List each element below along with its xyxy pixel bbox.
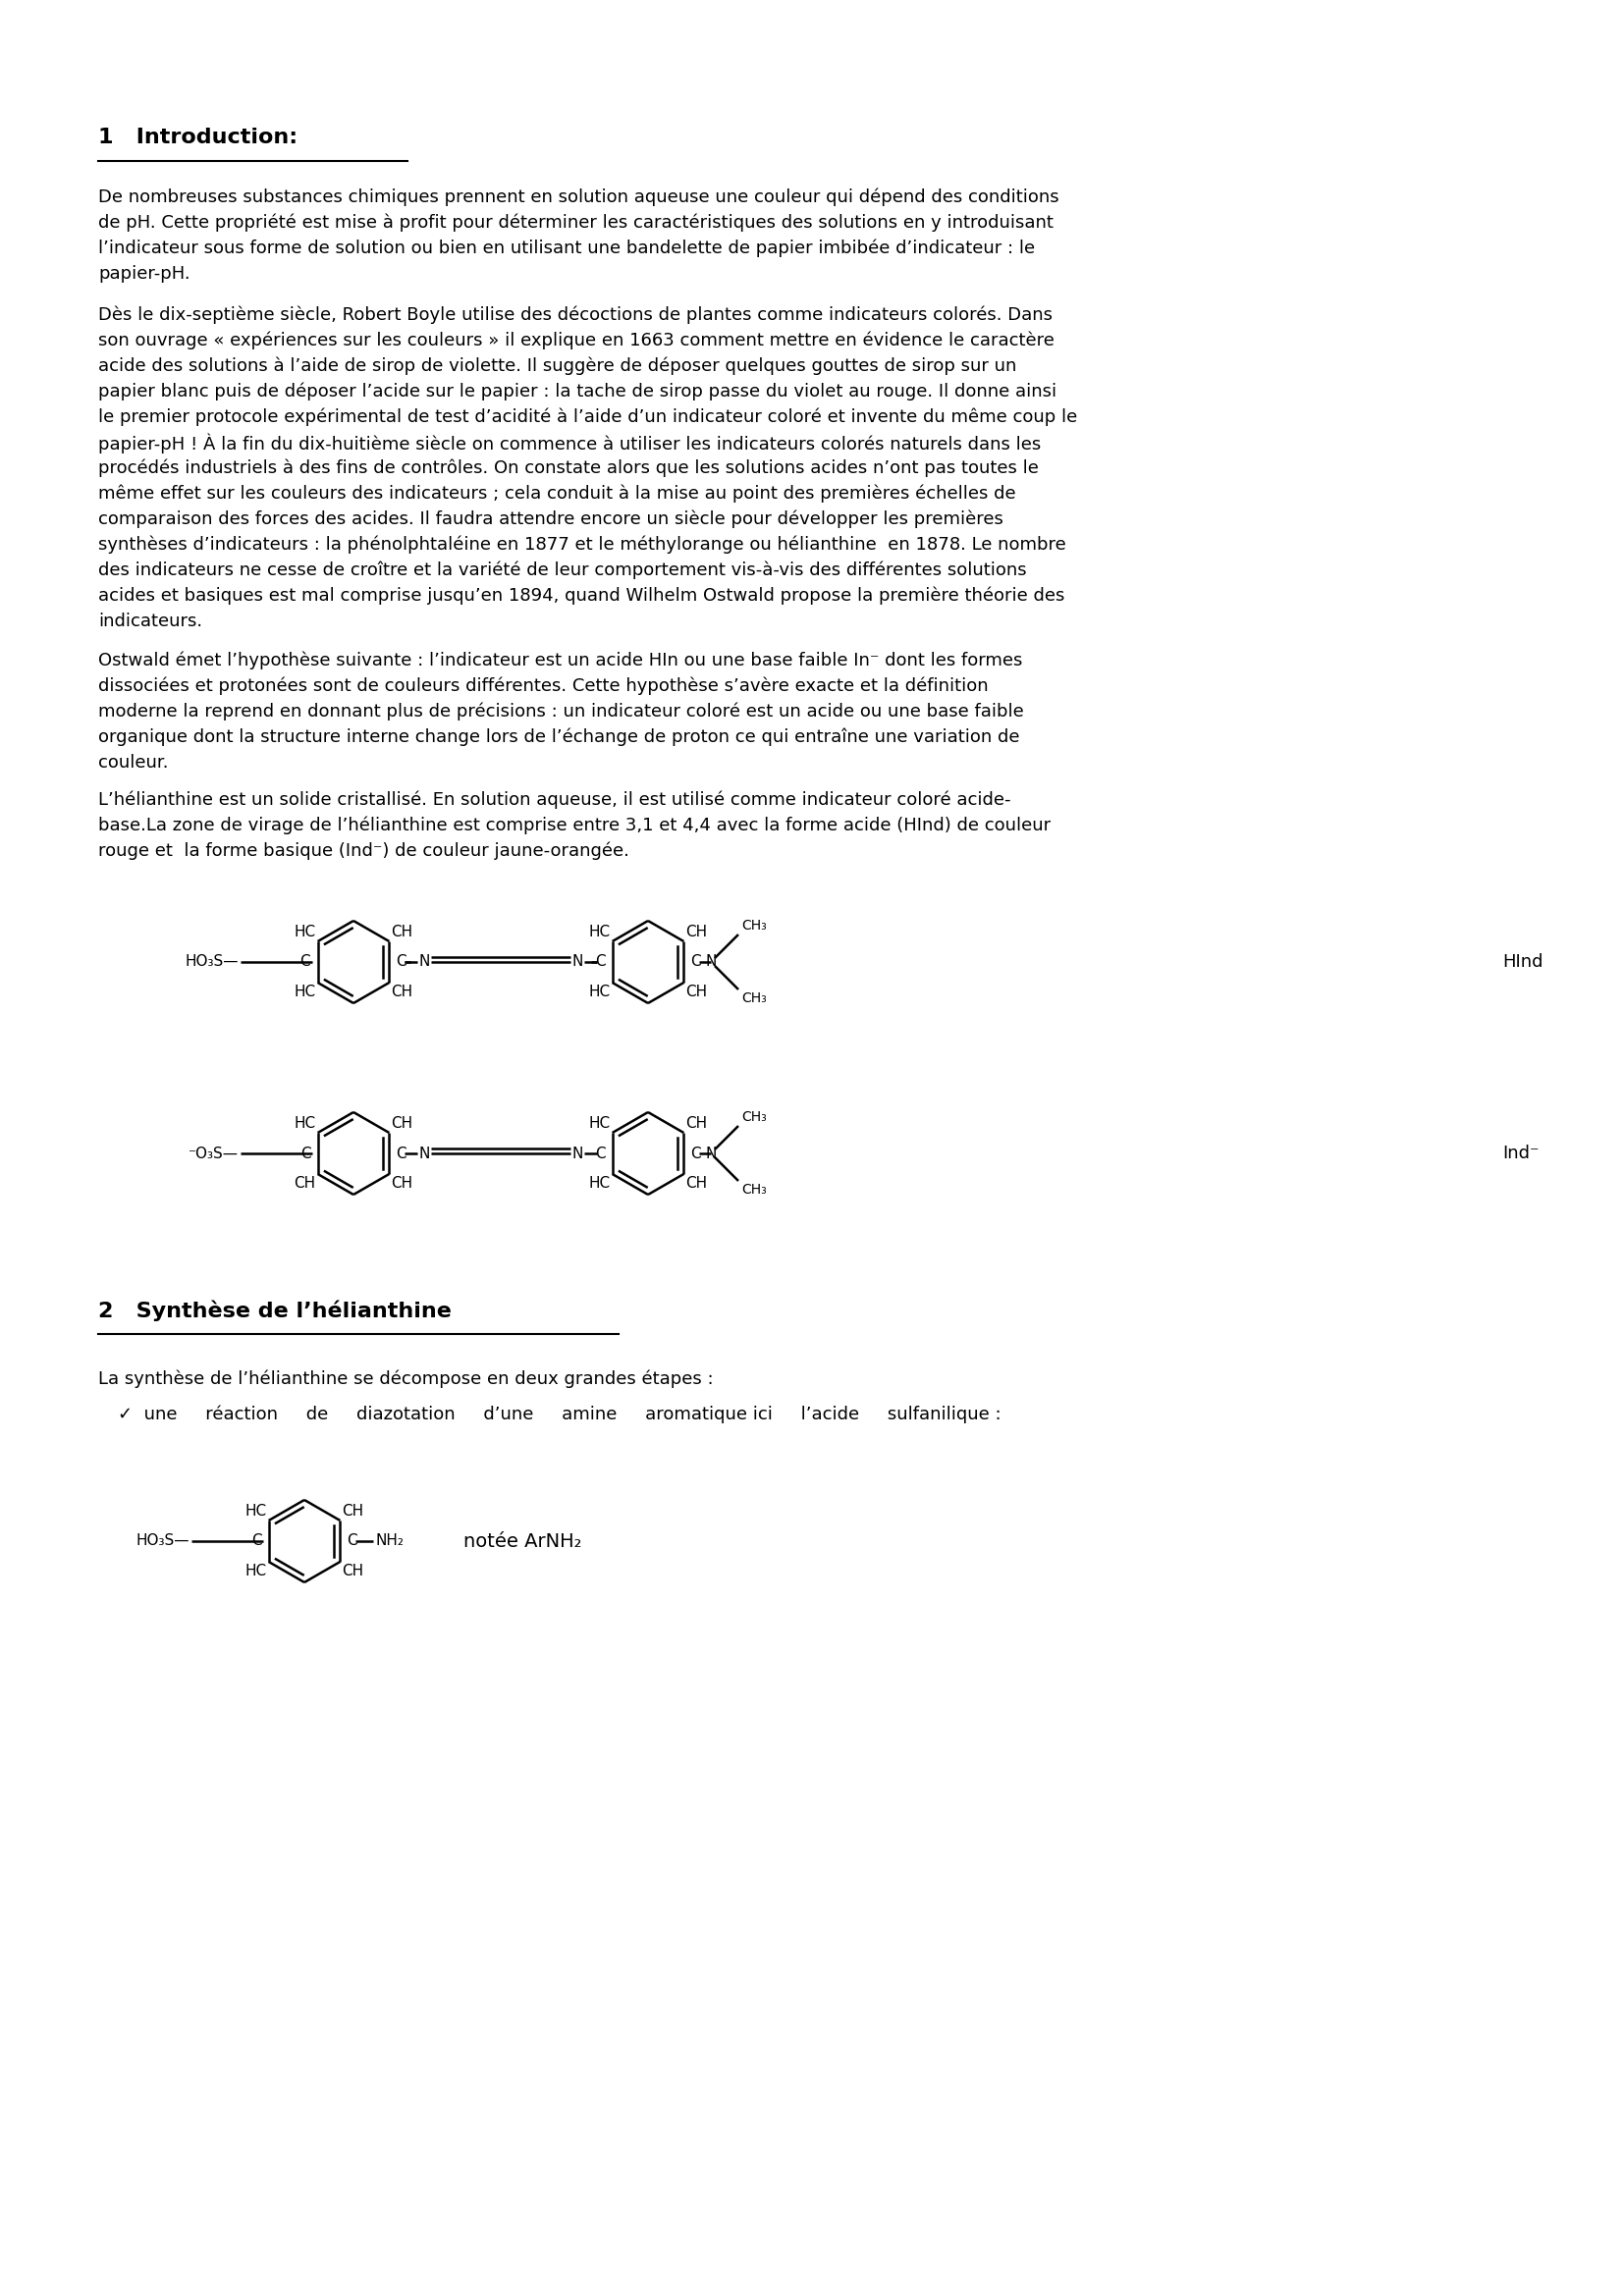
Text: l’indicateur sous forme de solution ou bien en utilisant une bandelette de papie: l’indicateur sous forme de solution ou b…	[97, 239, 1034, 257]
Text: N: N	[572, 955, 583, 969]
Text: HO₃S—: HO₃S—	[185, 955, 239, 969]
Text: C: C	[300, 955, 310, 969]
Text: acides et basiques est mal comprise jusqu’en 1894, quand Wilhelm Ostwald propose: acides et basiques est mal comprise jusq…	[97, 588, 1065, 606]
Text: notée ArNH₂: notée ArNH₂	[463, 1531, 581, 1550]
Text: HC: HC	[588, 1176, 611, 1192]
Text: C: C	[346, 1534, 357, 1548]
Text: C: C	[396, 1146, 406, 1162]
Text: NH₂: NH₂	[375, 1534, 403, 1548]
Text: CH: CH	[391, 1176, 412, 1192]
Text: C: C	[596, 1146, 606, 1162]
Text: C: C	[596, 955, 606, 969]
Text: 1   Introduction:: 1 Introduction:	[97, 129, 297, 147]
Text: le premier protocole expérimental de test d’acidité à l’aide d’un indicateur col: le premier protocole expérimental de tes…	[97, 409, 1077, 427]
Text: CH: CH	[343, 1564, 364, 1577]
Text: CH: CH	[391, 925, 412, 939]
Text: 2   Synthèse de l’hélianthine: 2 Synthèse de l’hélianthine	[97, 1300, 451, 1322]
Text: HC: HC	[588, 1116, 611, 1132]
Text: papier-pH.: papier-pH.	[97, 264, 190, 282]
Text: acide des solutions à l’aide de sirop de violette. Il suggère de déposer quelque: acide des solutions à l’aide de sirop de…	[97, 358, 1017, 377]
Text: son ouvrage « expériences sur les couleurs » il explique en 1663 comment mettre : son ouvrage « expériences sur les couleu…	[97, 333, 1054, 349]
Text: N: N	[705, 1146, 716, 1162]
Text: C: C	[690, 955, 700, 969]
Text: Ind⁻: Ind⁻	[1502, 1146, 1540, 1162]
Text: HC: HC	[294, 1116, 315, 1132]
Text: C: C	[300, 1146, 312, 1162]
Text: Ostwald émet l’hypothèse suivante : l’indicateur est un acide HIn ou une base fa: Ostwald émet l’hypothèse suivante : l’in…	[97, 652, 1023, 670]
Text: HC: HC	[294, 925, 315, 939]
Text: N: N	[419, 955, 430, 969]
Text: comparaison des forces des acides. Il faudra attendre encore un siècle pour déve: comparaison des forces des acides. Il fa…	[97, 510, 1004, 528]
Text: CH: CH	[391, 1116, 412, 1132]
Text: CH₃: CH₃	[741, 918, 767, 932]
Text: De nombreuses substances chimiques prennent en solution aqueuse une couleur qui : De nombreuses substances chimiques prenn…	[97, 188, 1059, 207]
Text: papier-pH ! À la fin du dix-huitième siècle on commence à utiliser les indicateu: papier-pH ! À la fin du dix-huitième siè…	[97, 434, 1041, 455]
Text: L’hélianthine est un solide cristallisé. En solution aqueuse, il est utilisé com: L’hélianthine est un solide cristallisé.…	[97, 792, 1010, 810]
Text: CH₃: CH₃	[741, 1182, 767, 1196]
Text: même effet sur les couleurs des indicateurs ; cela conduit à la mise au point de: même effet sur les couleurs des indicate…	[97, 484, 1017, 503]
Text: N: N	[419, 1146, 430, 1162]
Text: CH: CH	[685, 925, 708, 939]
Text: CH: CH	[685, 1176, 708, 1192]
Text: ⁻O₃S—: ⁻O₃S—	[188, 1146, 239, 1162]
Text: N: N	[572, 1146, 583, 1162]
Text: rouge et  la forme basique (Ind⁻) de couleur jaune-orangée.: rouge et la forme basique (Ind⁻) de coul…	[97, 843, 628, 861]
Text: CH: CH	[685, 985, 708, 999]
Text: couleur.: couleur.	[97, 753, 169, 771]
Text: moderne la reprend en donnant plus de précisions : un indicateur coloré est un a: moderne la reprend en donnant plus de pr…	[97, 703, 1023, 721]
Text: synthèses d’indicateurs : la phénolphtaléine en 1877 et le méthylorange ou hélia: synthèses d’indicateurs : la phénolphtal…	[97, 535, 1065, 553]
Text: HInd: HInd	[1502, 953, 1543, 971]
Text: indicateurs.: indicateurs.	[97, 613, 203, 629]
Text: C: C	[690, 1146, 700, 1162]
Text: ✓  une     réaction     de     diazotation     d’une     amine     aromatique ic: ✓ une réaction de diazotation d’une amin…	[119, 1405, 1000, 1424]
Text: dissociées et protonées sont de couleurs différentes. Cette hypothèse s’avère ex: dissociées et protonées sont de couleurs…	[97, 677, 989, 696]
Text: base.La zone de virage de l’hélianthine est comprise entre 3,1 et 4,4 avec la fo: base.La zone de virage de l’hélianthine …	[97, 817, 1051, 836]
Text: La synthèse de l’hélianthine se décompose en deux grandes étapes :: La synthèse de l’hélianthine se décompos…	[97, 1368, 713, 1387]
Text: Dès le dix-septième siècle, Robert Boyle utilise des décoctions de plantes comme: Dès le dix-septième siècle, Robert Boyle…	[97, 305, 1052, 324]
Text: N: N	[705, 955, 716, 969]
Text: CH: CH	[343, 1504, 364, 1518]
Text: de pH. Cette propriété est mise à profit pour déterminer les caractéristiques de: de pH. Cette propriété est mise à profit…	[97, 214, 1054, 232]
Text: CH: CH	[391, 985, 412, 999]
Text: C: C	[396, 955, 406, 969]
Text: HC: HC	[588, 925, 611, 939]
Text: procédés industriels à des fins de contrôles. On constate alors que les solution: procédés industriels à des fins de contr…	[97, 459, 1039, 478]
Text: papier blanc puis de déposer l’acide sur le papier : la tache de sirop passe du : papier blanc puis de déposer l’acide sur…	[97, 383, 1057, 402]
Text: organique dont la structure interne change lors de l’échange de proton ce qui en: organique dont la structure interne chan…	[97, 728, 1020, 746]
Text: HC: HC	[245, 1564, 266, 1577]
Text: HC: HC	[245, 1504, 266, 1518]
Text: HC: HC	[294, 985, 315, 999]
Text: des indicateurs ne cesse de croître et la variété de leur comportement vis-à-vis: des indicateurs ne cesse de croître et l…	[97, 563, 1026, 579]
Text: CH: CH	[294, 1176, 315, 1192]
Text: C: C	[252, 1534, 261, 1548]
Text: CH: CH	[685, 1116, 708, 1132]
Text: HO₃S—: HO₃S—	[136, 1534, 190, 1548]
Text: CH₃: CH₃	[741, 992, 767, 1006]
Text: HC: HC	[588, 985, 611, 999]
Text: CH₃: CH₃	[741, 1111, 767, 1125]
